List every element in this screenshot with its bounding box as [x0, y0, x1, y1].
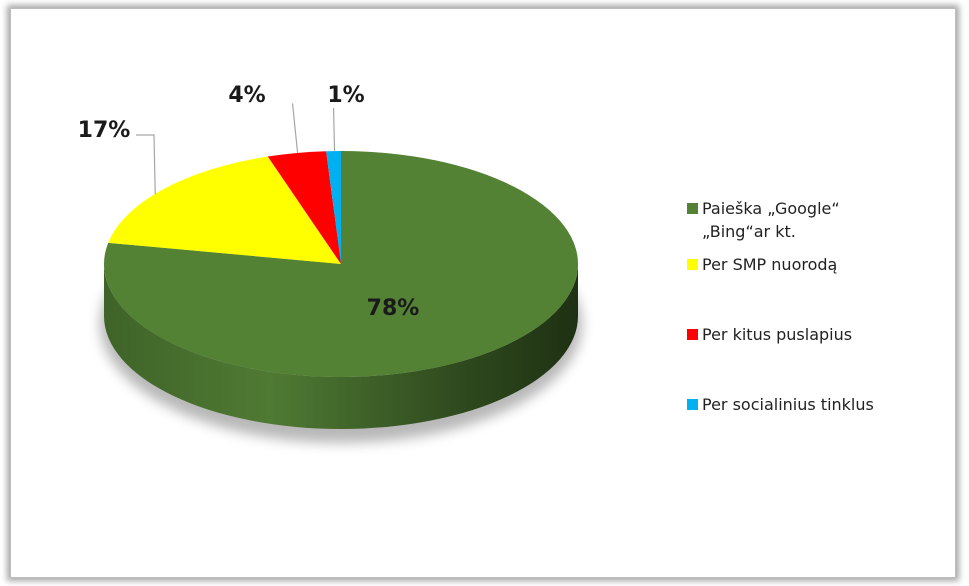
leader-line-social: [332, 107, 336, 152]
legend-item-social: Per socialinius tinklus: [687, 395, 874, 416]
pie-side-google: [104, 264, 578, 429]
pie-slice-social: [326, 151, 341, 264]
legend-item-google: Paieška „Google“ „Bing“ar kt.: [687, 199, 912, 243]
legend-swatch-social: [687, 399, 698, 410]
leader-line-other-sites: [291, 103, 299, 154]
pie-chart: 78% 17% 4% 1%: [78, 83, 582, 443]
legend-swatch-other-sites: [687, 329, 698, 340]
legend-item-other-sites: Per kitus puslapius: [687, 325, 852, 346]
legend-label-google: Paieška „Google“ „Bing“ar kt.: [702, 199, 840, 241]
data-label-social: 1%: [327, 83, 364, 108]
legend-swatch-smp: [687, 259, 698, 270]
legend-swatch-google: [687, 203, 698, 214]
pie-slice-other-sites: [267, 151, 341, 264]
legend-label-smp: Per SMP nuorodą: [702, 255, 838, 274]
data-label-other-sites: 4%: [228, 83, 265, 108]
data-label-smp: 17%: [78, 118, 131, 143]
pie-slice-smp: [108, 156, 341, 264]
chart-frame: 78% 17% 4% 1% Paieška „Google“ „Bing“ar kt.…: [10, 8, 956, 578]
legend-item-smp: Per SMP nuorodą: [687, 255, 837, 276]
data-label-google: 78%: [367, 296, 420, 321]
legend-label-other-sites: Per kitus puslapius: [702, 325, 853, 344]
leader-line-smp: [136, 134, 156, 195]
legend-label-social: Per socialinius tinklus: [702, 395, 874, 414]
